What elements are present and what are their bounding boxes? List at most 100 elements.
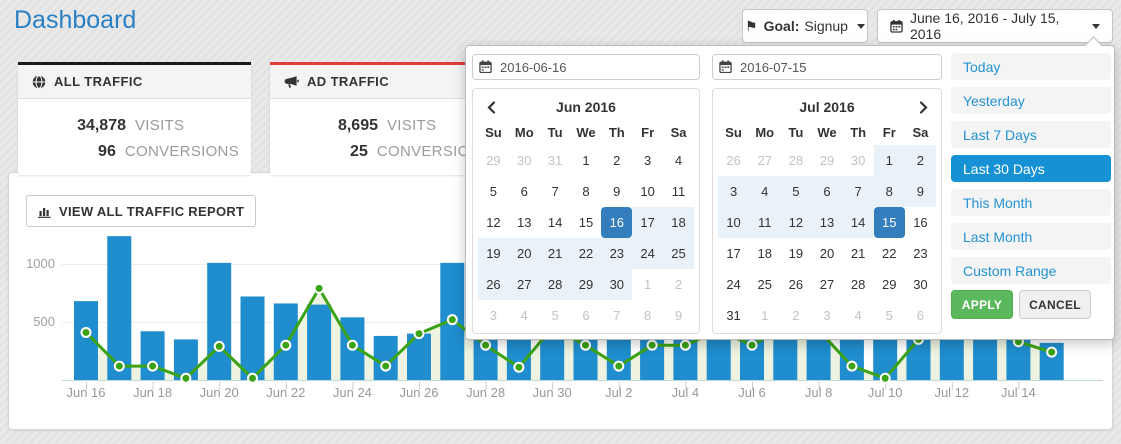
day-cell[interactable]: 30 bbox=[601, 269, 633, 300]
day-cell[interactable]: 20 bbox=[819, 246, 835, 261]
day-cell[interactable]: 3 bbox=[489, 308, 498, 323]
day-cell[interactable]: 31 bbox=[547, 153, 563, 168]
day-cell[interactable]: 24 bbox=[726, 277, 741, 292]
day-cell[interactable]: 29 bbox=[819, 153, 835, 168]
day-cell[interactable]: 24 bbox=[632, 238, 664, 269]
day-cell[interactable]: 11 bbox=[671, 184, 686, 199]
start-date-input[interactable] bbox=[472, 54, 700, 80]
day-cell[interactable]: 10 bbox=[718, 207, 750, 238]
range-item-this-month[interactable]: This Month bbox=[951, 189, 1111, 216]
day-cell[interactable]: 11 bbox=[749, 207, 781, 238]
range-item-last-month[interactable]: Last Month bbox=[951, 223, 1111, 250]
day-cell[interactable]: 18 bbox=[757, 246, 772, 261]
day-cell[interactable]: 28 bbox=[788, 153, 804, 168]
day-cell[interactable]: 9 bbox=[613, 184, 621, 199]
day-cell[interactable]: 20 bbox=[508, 238, 540, 269]
day-cell[interactable]: 6 bbox=[811, 176, 843, 207]
day-cell[interactable]: 1 bbox=[761, 308, 769, 323]
day-cell[interactable]: 30 bbox=[850, 153, 866, 168]
day-cell[interactable]: 8 bbox=[644, 308, 652, 323]
day-cell[interactable]: 3 bbox=[644, 153, 652, 168]
day-cell[interactable]: 23 bbox=[913, 246, 928, 261]
view-all-traffic-report-button[interactable]: VIEW ALL TRAFFIC REPORT bbox=[26, 195, 257, 227]
day-cell[interactable]: 4 bbox=[854, 308, 862, 323]
day-cell[interactable]: 8 bbox=[582, 184, 590, 199]
selected-day-cell[interactable]: 16 bbox=[601, 207, 633, 238]
goal-dropdown-button[interactable]: ⚑ Goal: Signup bbox=[742, 9, 868, 43]
day-cell[interactable]: 16 bbox=[913, 215, 928, 230]
day-cell[interactable]: 22 bbox=[882, 246, 897, 261]
day-cell[interactable]: 2 bbox=[792, 308, 800, 323]
end-date-input[interactable] bbox=[712, 54, 942, 80]
day-cell[interactable]: 15 bbox=[578, 215, 594, 230]
day-cell[interactable]: 27 bbox=[819, 277, 835, 292]
day-cell[interactable]: 21 bbox=[539, 238, 571, 269]
day-cell[interactable]: 13 bbox=[811, 207, 843, 238]
range-item-last-7-days[interactable]: Last 7 Days bbox=[951, 121, 1111, 148]
day-cell[interactable]: 4 bbox=[520, 308, 528, 323]
day-cell[interactable]: 1 bbox=[644, 277, 652, 292]
prev-month-button[interactable] bbox=[480, 97, 502, 117]
day-cell[interactable]: 22 bbox=[570, 238, 602, 269]
day-cell[interactable]: 14 bbox=[842, 207, 874, 238]
day-cell[interactable]: 23 bbox=[601, 238, 633, 269]
day-cell[interactable]: 5 bbox=[489, 184, 498, 199]
day-cell[interactable]: 5 bbox=[780, 176, 812, 207]
day-cell[interactable]: 9 bbox=[674, 308, 683, 323]
day-cell[interactable]: 25 bbox=[757, 277, 772, 292]
day-cell[interactable]: 30 bbox=[517, 153, 532, 168]
day-cell[interactable]: 21 bbox=[850, 246, 866, 261]
day-cell[interactable]: 12 bbox=[780, 207, 812, 238]
day-cell[interactable]: 26 bbox=[788, 277, 804, 292]
day-cell[interactable]: 6 bbox=[520, 184, 528, 199]
day-cell[interactable]: 28 bbox=[539, 269, 571, 300]
day-cell[interactable]: 6 bbox=[582, 308, 590, 323]
day-cell[interactable]: 2 bbox=[613, 153, 621, 168]
day-cell[interactable]: 8 bbox=[873, 176, 905, 207]
range-item-yesterday[interactable]: Yesterday bbox=[951, 87, 1111, 114]
day-cell[interactable]: 7 bbox=[842, 176, 874, 207]
day-cell[interactable]: 1 bbox=[873, 145, 905, 176]
day-cell[interactable]: 5 bbox=[551, 308, 559, 323]
day-cell[interactable]: 27 bbox=[508, 269, 540, 300]
day-cell[interactable]: 31 bbox=[726, 308, 741, 323]
day-cell[interactable]: 13 bbox=[517, 215, 532, 230]
date-range-button[interactable]: June 16, 2016 - July 15, 2016 bbox=[877, 9, 1113, 43]
day-cell[interactable]: 9 bbox=[904, 176, 936, 207]
day-cell[interactable]: 3 bbox=[718, 176, 750, 207]
day-cell[interactable]: 14 bbox=[547, 215, 563, 230]
selected-day-cell[interactable]: 15 bbox=[873, 207, 905, 238]
apply-button[interactable]: APPLY bbox=[951, 290, 1013, 319]
day-cell[interactable]: 27 bbox=[757, 153, 772, 168]
day-cell[interactable]: 26 bbox=[726, 153, 741, 168]
day-cell[interactable]: 5 bbox=[885, 308, 893, 323]
day-cell[interactable]: 7 bbox=[613, 308, 621, 323]
day-cell[interactable]: 4 bbox=[749, 176, 781, 207]
day-cell[interactable]: 25 bbox=[663, 238, 694, 269]
range-item-custom-range[interactable]: Custom Range bbox=[951, 257, 1111, 284]
day-cell[interactable]: 19 bbox=[788, 246, 804, 261]
day-cell[interactable]: 18 bbox=[663, 207, 694, 238]
day-cell[interactable]: 10 bbox=[640, 184, 655, 199]
day-cell[interactable]: 17 bbox=[726, 246, 741, 261]
cancel-button[interactable]: CANCEL bbox=[1019, 290, 1091, 319]
day-cell[interactable]: 1 bbox=[582, 153, 590, 168]
day-cell[interactable]: 19 bbox=[478, 238, 509, 269]
day-cell[interactable]: 6 bbox=[916, 308, 925, 323]
next-month-button[interactable] bbox=[912, 97, 934, 117]
range-item-today[interactable]: Today bbox=[951, 53, 1111, 80]
day-cell[interactable]: 7 bbox=[551, 184, 559, 199]
day-cell[interactable]: 30 bbox=[913, 277, 928, 292]
day-cell[interactable]: 29 bbox=[570, 269, 602, 300]
range-item-last-30-days[interactable]: Last 30 Days bbox=[951, 155, 1111, 182]
day-cell[interactable]: 4 bbox=[674, 153, 683, 168]
day-cell[interactable]: 2 bbox=[674, 277, 683, 292]
day-cell[interactable]: 29 bbox=[486, 153, 501, 168]
day-cell[interactable]: 28 bbox=[850, 277, 866, 292]
day-cell[interactable]: 2 bbox=[904, 145, 936, 176]
day-cell[interactable]: 3 bbox=[823, 308, 831, 323]
day-cell[interactable]: 29 bbox=[882, 277, 897, 292]
day-cell[interactable]: 12 bbox=[486, 215, 501, 230]
day-cell[interactable]: 26 bbox=[478, 269, 509, 300]
day-cell[interactable]: 17 bbox=[632, 207, 664, 238]
